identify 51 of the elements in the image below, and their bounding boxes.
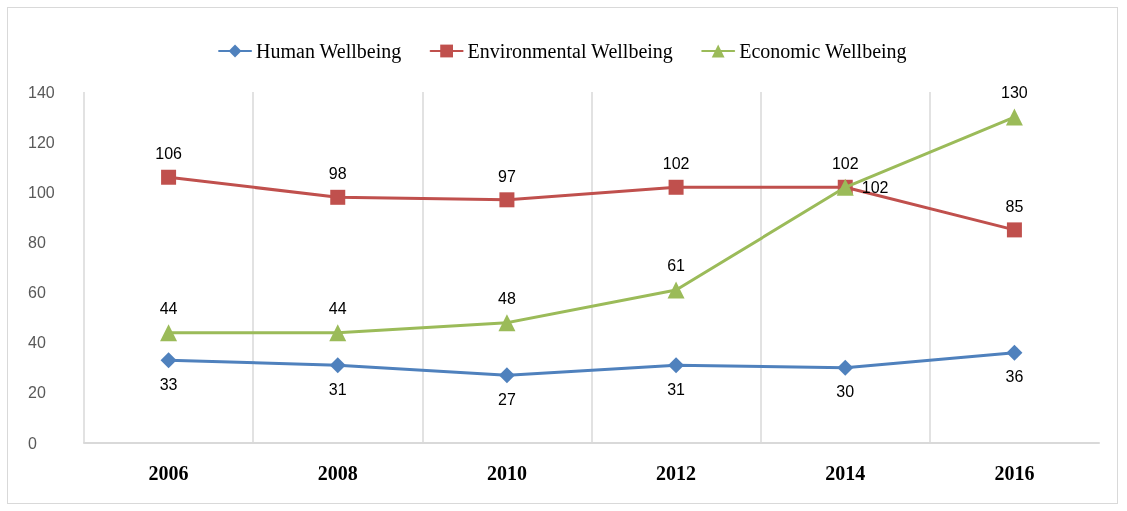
point	[668, 179, 684, 195]
data-label: 102	[831, 155, 859, 173]
point	[498, 314, 516, 332]
point	[499, 192, 515, 208]
data-label: 33	[159, 375, 178, 393]
data-label: 31	[667, 380, 686, 398]
y-tick-label: 0	[28, 434, 37, 452]
y-tick-label: 100	[28, 183, 55, 201]
y-tick-label: 20	[28, 384, 46, 402]
data-label: 44	[159, 299, 178, 317]
y-tick-label: 40	[28, 334, 46, 352]
data-label: 97	[498, 167, 516, 185]
x-tick-label: 2008	[317, 462, 358, 484]
data-label: 27	[498, 390, 516, 408]
legend-label: Economic Wellbeing	[739, 40, 907, 63]
data-label: 30	[836, 383, 855, 401]
y-tick-label: 80	[28, 233, 46, 251]
point	[1006, 222, 1022, 238]
y-tick-label: 120	[28, 133, 55, 151]
data-label: 102	[662, 155, 690, 173]
data-label: 98	[328, 165, 347, 183]
point	[329, 324, 347, 342]
data-label: 48	[498, 289, 516, 307]
x-tick-label: 2016	[994, 462, 1035, 484]
point	[498, 367, 515, 384]
x-tick-label: 2010	[486, 462, 527, 484]
legend-label: Environmental Wellbeing	[467, 40, 673, 63]
x-tick-label: 2014	[825, 462, 866, 484]
point	[668, 357, 685, 374]
y-tick-label: 140	[28, 83, 55, 101]
data-label: 36	[1005, 368, 1024, 386]
point	[161, 169, 177, 185]
point	[667, 281, 685, 299]
point	[1006, 344, 1023, 361]
point	[330, 189, 346, 205]
x-tick-label: 2006	[148, 462, 189, 484]
legend-label: Human Wellbeing	[256, 40, 402, 63]
data-label: 102	[861, 178, 889, 196]
point	[329, 357, 346, 374]
data-label: 44	[328, 299, 347, 317]
data-label: 130	[1001, 84, 1028, 102]
data-label: 85	[1005, 197, 1024, 215]
x-tick-label: 2012	[656, 462, 697, 484]
point	[160, 352, 177, 369]
data-label: 106	[155, 145, 183, 163]
data-label: 31	[328, 380, 347, 398]
point	[837, 359, 854, 376]
y-tick-label: 60	[28, 284, 46, 302]
point	[160, 324, 178, 342]
data-label: 61	[667, 257, 686, 275]
point	[1005, 108, 1023, 126]
